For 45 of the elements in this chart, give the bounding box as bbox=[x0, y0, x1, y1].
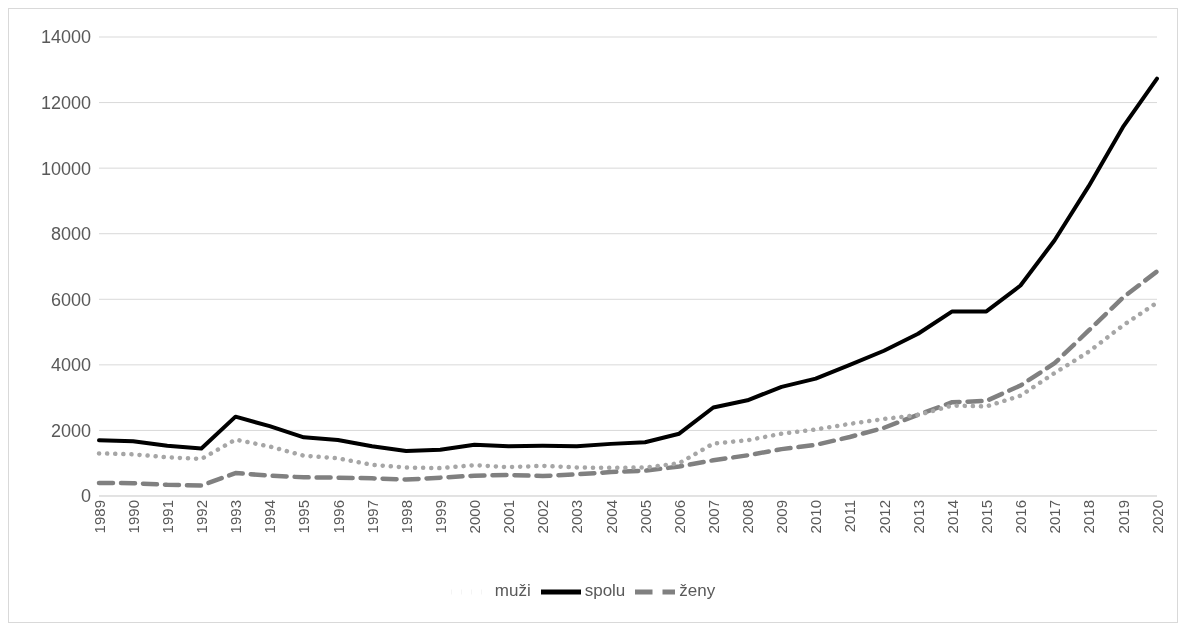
line-series bbox=[96, 269, 1160, 488]
x-tick-label: 2011 bbox=[841, 500, 859, 533]
x-tick-label: 1993 bbox=[227, 500, 245, 534]
x-tick-label: 2018 bbox=[1080, 500, 1098, 534]
x-tick-label: 1995 bbox=[295, 500, 313, 534]
y-tick-label: 2000 bbox=[50, 420, 91, 441]
x-tick-label: 1991 bbox=[158, 500, 176, 534]
x-tick-label: 1996 bbox=[329, 500, 347, 534]
line-series bbox=[97, 76, 1159, 454]
legend-label: spolu bbox=[584, 581, 626, 601]
x-tick-label: 2002 bbox=[534, 500, 552, 534]
x-tick-label: 2000 bbox=[466, 500, 484, 534]
x-tick-label: 2004 bbox=[602, 500, 620, 534]
x-tick-label: 2016 bbox=[1012, 500, 1030, 534]
x-tick-label: 1997 bbox=[363, 500, 381, 534]
x-tick-label: 2008 bbox=[739, 500, 757, 534]
x-tick-label: 1994 bbox=[261, 500, 279, 534]
x-tick-label: 1992 bbox=[193, 500, 211, 534]
x-tick-label: 2012 bbox=[875, 500, 893, 534]
x-tick-label: 2003 bbox=[568, 500, 586, 534]
x-tick-label: 2010 bbox=[807, 500, 825, 534]
x-tick-label: 1989 bbox=[90, 500, 108, 534]
y-tick-label: 4000 bbox=[50, 355, 91, 376]
x-tick-label: 2006 bbox=[670, 500, 688, 534]
y-tick-label: 14000 bbox=[40, 27, 91, 48]
x-tick-label: 2020 bbox=[1148, 500, 1166, 534]
x-tick-label: 2014 bbox=[943, 500, 961, 534]
x-tick-label: 2017 bbox=[1046, 500, 1064, 534]
x-tick-label: 1990 bbox=[124, 500, 142, 534]
y-tick-label: 10000 bbox=[40, 158, 91, 179]
y-tick-label: 0 bbox=[80, 486, 91, 507]
x-tick-label: 2019 bbox=[1114, 500, 1132, 534]
legend-label: ženy bbox=[679, 581, 716, 601]
x-tick-label: 2007 bbox=[704, 500, 722, 534]
y-tick-label: 8000 bbox=[50, 224, 91, 245]
x-tick-label: 2015 bbox=[978, 500, 995, 534]
x-tick-label: 2005 bbox=[636, 500, 654, 534]
x-tick-label: 1999 bbox=[431, 500, 449, 534]
legend-label: muži bbox=[494, 581, 531, 601]
x-tick-label: 1998 bbox=[397, 500, 415, 534]
x-tick-label: 2013 bbox=[909, 500, 927, 534]
x-tick-label: 2009 bbox=[773, 500, 791, 534]
y-tick-label: 6000 bbox=[50, 289, 91, 310]
x-tick-label: 2001 bbox=[500, 500, 518, 534]
y-tick-label: 12000 bbox=[40, 92, 91, 113]
